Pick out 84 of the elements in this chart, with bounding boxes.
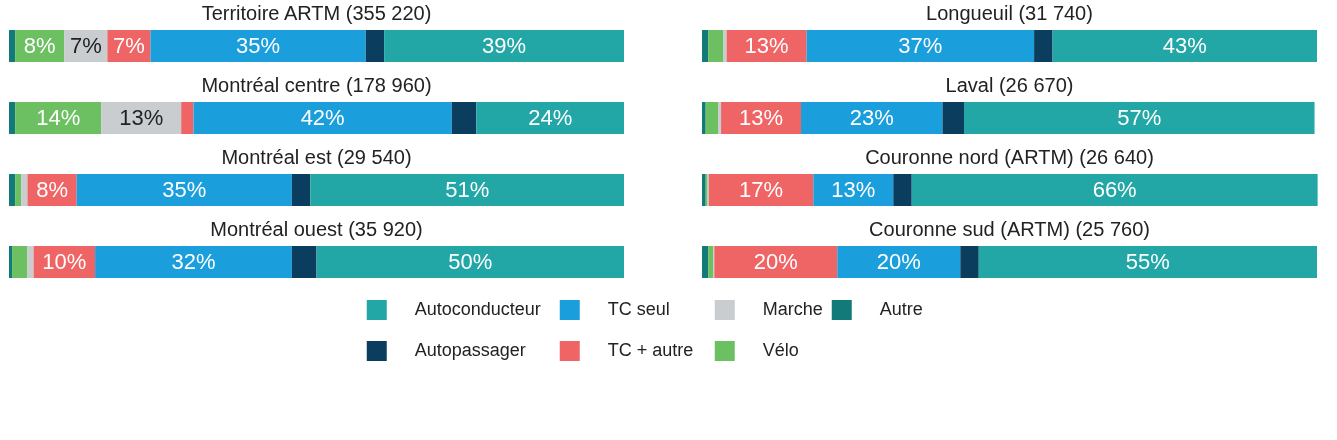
chart-title: Montréal ouest (35 920)	[210, 218, 423, 240]
bar	[960, 246, 979, 278]
bar	[181, 102, 194, 134]
bar	[806, 30, 1035, 62]
bar	[717, 102, 722, 134]
bar	[837, 246, 961, 278]
chart-title: Montréal centre (178 960)	[201, 74, 432, 96]
bar	[708, 246, 714, 278]
legend-label: TC seul	[607, 299, 670, 319]
data-label: 10%	[42, 249, 87, 274]
data-label: 7%	[113, 33, 145, 58]
bar	[451, 102, 477, 134]
bar	[15, 174, 22, 206]
data-label: 35%	[162, 177, 207, 202]
data-label: 8%	[23, 33, 56, 58]
bar	[723, 30, 727, 62]
bar	[9, 246, 13, 278]
bar	[9, 174, 16, 206]
data-label: 55%	[1125, 249, 1170, 274]
bar	[9, 102, 16, 134]
data-label: 35%	[236, 33, 281, 58]
data-label: 20%	[876, 249, 921, 274]
bar	[27, 246, 34, 278]
bar	[476, 102, 624, 134]
bar	[291, 174, 311, 206]
bar	[893, 174, 912, 206]
bar	[708, 30, 724, 62]
bar	[714, 246, 838, 278]
data-label: 17%	[739, 177, 784, 202]
data-label: 20%	[753, 249, 798, 274]
chart-title: Couronne sud (ARTM) (25 760)	[869, 218, 1150, 240]
bar	[702, 246, 709, 278]
chart-title: Laval (26 670)	[945, 74, 1074, 96]
bar	[708, 174, 814, 206]
data-label: 14%	[36, 105, 81, 130]
bar	[193, 102, 452, 134]
bar	[21, 174, 28, 206]
data-label: 32%	[171, 249, 216, 274]
legend-label: Autre	[879, 299, 923, 319]
bar	[702, 30, 709, 62]
bar	[384, 30, 624, 62]
chart-title: Montréal est (29 540)	[221, 146, 412, 168]
bar	[150, 30, 366, 62]
legend-label: Autopassager	[414, 340, 526, 360]
data-label: 42%	[300, 105, 345, 130]
bar	[1052, 30, 1317, 62]
legend-label: Autoconducteur	[414, 299, 541, 319]
bar	[963, 102, 1315, 134]
data-label: 50%	[448, 249, 493, 274]
legend-label: Marche	[762, 299, 823, 319]
bar	[316, 246, 624, 278]
bar	[95, 246, 292, 278]
data-label: 37%	[898, 33, 943, 58]
bar	[310, 174, 624, 206]
data-label: 13%	[831, 177, 876, 202]
bar	[76, 174, 292, 206]
data-label: 66%	[1092, 177, 1137, 202]
data-label: 51%	[445, 177, 490, 202]
data-label: 7%	[69, 33, 102, 58]
data-label: 39%	[482, 33, 527, 58]
bar	[911, 174, 1318, 206]
data-label: 57%	[1117, 105, 1162, 130]
data-label: 13%	[739, 105, 784, 130]
bar	[9, 30, 16, 62]
data-label: 13%	[119, 105, 164, 130]
legend-label: TC + autre	[607, 340, 694, 360]
bar	[705, 102, 718, 134]
data-label: 8%	[36, 177, 68, 202]
data-label: 24%	[528, 105, 573, 130]
bar	[365, 30, 385, 62]
bar	[801, 102, 943, 134]
chart-title: Longueuil (31 740)	[926, 2, 1093, 24]
bar	[291, 246, 317, 278]
bar	[702, 102, 706, 134]
data-label: 23%	[849, 105, 894, 130]
chart-title: Couronne nord (ARTM) (26 640)	[865, 146, 1154, 168]
bar	[978, 246, 1317, 278]
chart-title: Territoire ARTM (355 220)	[201, 2, 432, 24]
bar	[12, 246, 28, 278]
bar	[1034, 30, 1053, 62]
legend-label: Vélo	[762, 340, 799, 360]
data-label: 13%	[744, 33, 789, 58]
bar	[942, 102, 964, 134]
data-label: 43%	[1162, 33, 1207, 58]
